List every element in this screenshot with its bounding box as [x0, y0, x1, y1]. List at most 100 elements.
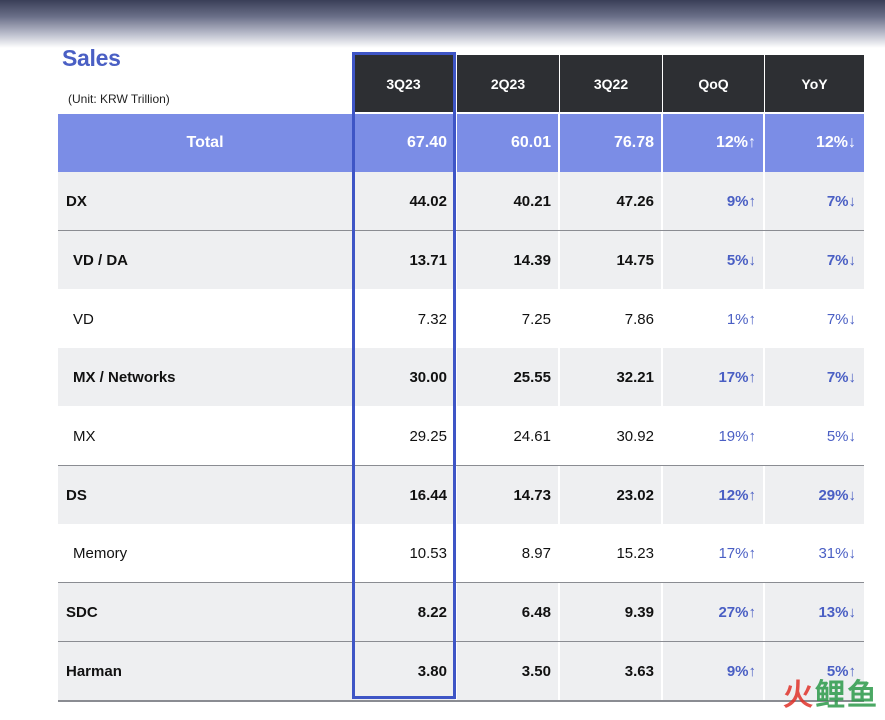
column-divider [455, 231, 457, 289]
column-header-2q23: 2Q23 [457, 55, 559, 112]
column-divider [763, 290, 765, 348]
column-divider [558, 172, 560, 230]
column-divider [763, 642, 765, 700]
column-divider [455, 348, 457, 406]
cell-2q23: 14.73 [513, 486, 551, 504]
table-row-vd: VD 7.32 7.25 7.86 1%↑ 7%↓ [58, 290, 864, 350]
cell-qoq: 9%↑ [726, 662, 756, 680]
cell-3q22: 23.02 [616, 486, 654, 504]
cell-yoy: 12%↓ [815, 134, 856, 151]
watermark-glyph: 火 [783, 679, 813, 712]
table-title: Sales [62, 45, 121, 71]
column-divider [455, 583, 457, 641]
column-divider [455, 642, 457, 700]
column-divider [763, 524, 765, 582]
column-divider [455, 466, 457, 524]
cell-qoq: 5%↓ [726, 251, 756, 269]
row-label: Harman [66, 662, 122, 680]
cell-3q22: 32.21 [616, 368, 654, 386]
column-divider [763, 583, 765, 641]
column-header-3q22: 3Q22 [560, 55, 662, 112]
cell-3q23: 67.40 [406, 134, 447, 151]
column-divider [661, 114, 663, 172]
row-label: DS [66, 486, 87, 504]
column-divider [763, 407, 765, 465]
cell-qoq: 1%↑ [726, 310, 756, 328]
cell-qoq: 17%↑ [718, 544, 756, 562]
cell-3q23: 44.02 [409, 192, 447, 210]
table-row-mx-networks: MX / Networks 30.00 25.55 32.21 17%↑ 7%↓ [58, 348, 864, 406]
column-divider [455, 524, 457, 582]
cell-3q22: 47.26 [616, 192, 654, 210]
column-divider [558, 231, 560, 289]
table-row-vd-da: VD / DA 13.71 14.39 14.75 5%↓ 7%↓ [58, 231, 864, 289]
column-divider [661, 466, 663, 524]
cell-2q23: 14.39 [513, 251, 551, 269]
cell-3q22: 15.23 [616, 544, 654, 562]
row-label: VD / DA [73, 251, 129, 269]
cell-3q23: 3.80 [417, 662, 447, 680]
column-divider [558, 114, 560, 172]
cell-2q23: 8.97 [521, 544, 551, 562]
cell-2q23: 40.21 [513, 192, 551, 210]
column-divider [661, 583, 663, 641]
watermark-glyph: 鱼 [847, 679, 877, 712]
column-divider [661, 348, 663, 406]
cell-yoy: 29%↓ [818, 486, 856, 504]
cell-3q22: 7.86 [624, 310, 654, 328]
cell-2q23: 24.61 [513, 427, 551, 445]
column-divider [455, 290, 457, 348]
table-row-sdc: SDC 8.22 6.48 9.39 27%↑ 13%↓ [58, 583, 864, 643]
column-divider [558, 524, 560, 582]
row-label: Total [186, 134, 224, 151]
column-divider [763, 466, 765, 524]
cell-qoq: 12%↑ [718, 486, 756, 504]
cell-3q22: 9.39 [624, 603, 654, 621]
table-row-harman: Harman 3.80 3.50 3.63 9%↑ 5%↑ [58, 642, 864, 702]
column-header-3q23: 3Q23 [352, 55, 455, 112]
column-divider [558, 348, 560, 406]
cell-3q22: 14.75 [616, 251, 654, 269]
cell-3q23: 16.44 [409, 486, 447, 504]
column-divider [763, 348, 765, 406]
column-divider [763, 231, 765, 289]
column-divider [558, 583, 560, 641]
cell-qoq: 9%↑ [726, 192, 756, 210]
cell-2q23: 25.55 [513, 368, 551, 386]
cell-3q22: 30.92 [616, 427, 654, 445]
column-divider [455, 172, 457, 230]
table-row-memory: Memory 10.53 8.97 15.23 17%↑ 31%↓ [58, 524, 864, 584]
cell-qoq: 19%↑ [718, 427, 756, 445]
column-divider [558, 407, 560, 465]
column-divider [661, 407, 663, 465]
table-row-total: Total 67.40 60.01 76.78 12%↑ 12%↓ [58, 114, 864, 172]
cell-qoq: 27%↑ [718, 603, 756, 621]
cell-3q23: 13.71 [409, 251, 447, 269]
cell-2q23: 7.25 [521, 310, 551, 328]
cell-yoy: 5%↓ [826, 427, 856, 445]
column-divider [763, 114, 765, 172]
cell-2q23: 60.01 [510, 134, 551, 151]
column-header-qoq: QoQ [663, 55, 764, 112]
row-label: SDC [66, 603, 98, 621]
column-divider [763, 172, 765, 230]
cell-3q22: 76.78 [613, 134, 654, 151]
cell-yoy: 7%↓ [826, 192, 856, 210]
cell-2q23: 3.50 [521, 662, 551, 680]
column-divider [558, 466, 560, 524]
column-divider [661, 524, 663, 582]
cell-qoq: 17%↑ [718, 368, 756, 386]
cell-yoy: 7%↓ [826, 251, 856, 269]
cell-yoy: 5%↑ [826, 662, 856, 680]
cell-3q23: 30.00 [409, 368, 447, 386]
table-row-mx: MX 29.25 24.61 30.92 19%↑ 5%↓ [58, 407, 864, 467]
cell-yoy: 7%↓ [826, 310, 856, 328]
cell-3q23: 29.25 [409, 427, 447, 445]
table-row-dx: DX 44.02 40.21 47.26 9%↑ 7%↓ [58, 172, 864, 232]
cell-2q23: 6.48 [521, 603, 551, 621]
column-divider [455, 407, 457, 465]
cell-3q23: 10.53 [409, 544, 447, 562]
row-label: VD [73, 310, 94, 328]
cell-yoy: 13%↓ [818, 603, 856, 621]
column-header-yoy: YoY [765, 55, 864, 112]
